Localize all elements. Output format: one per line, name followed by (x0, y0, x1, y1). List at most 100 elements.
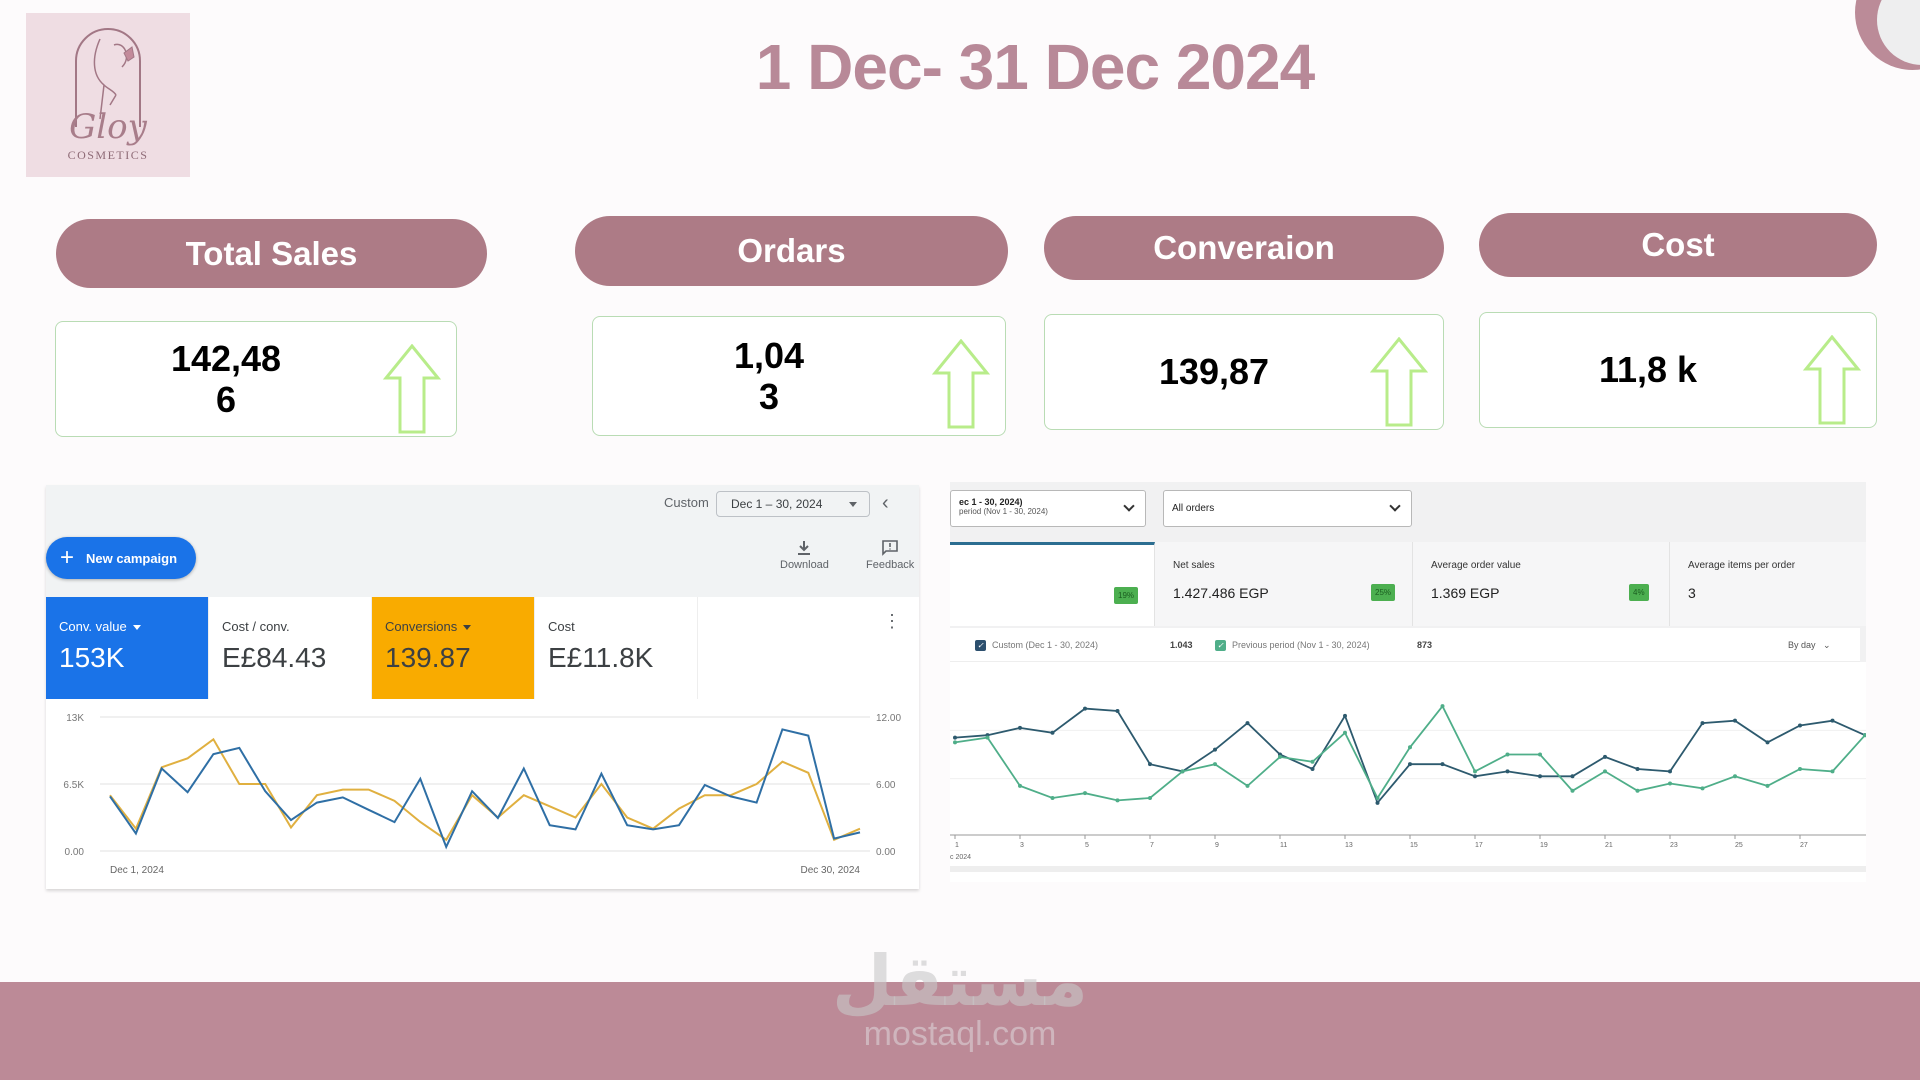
svg-text:19: 19 (1540, 842, 1548, 849)
change-badge: 19% (1114, 587, 1139, 604)
svg-text:6.5K: 6.5K (63, 780, 84, 791)
tile-value: 139.87 (385, 642, 471, 673)
metric-orders[interactable]: 19% (950, 542, 1155, 626)
tile-label: Cost / conv. (222, 619, 290, 634)
metric-value: 1.427.486 EGP (1173, 585, 1269, 601)
up-arrow-icon (931, 339, 991, 429)
svg-text:9: 9 (1215, 842, 1219, 849)
svg-text:3: 3 (1020, 842, 1024, 849)
tile-cost-per-conv[interactable]: Cost / conv. E£84.43 (209, 597, 372, 699)
up-arrow-icon (1369, 337, 1429, 427)
kpi-card-orders: 1,043 (592, 316, 1006, 436)
woman-face-icon (75, 28, 141, 127)
change-badge: 25% (1371, 584, 1396, 601)
kpi-label-orders: Ordars (575, 216, 1008, 286)
page-title: 1 Dec- 31 Dec 2024 (755, 31, 1315, 103)
kpi-card-conversion: 139,87 (1044, 314, 1444, 430)
tile-label: Conv. value (59, 619, 127, 634)
download-label: Download (780, 559, 829, 571)
svg-text:0.00: 0.00 (876, 847, 896, 858)
orders-chart: 1 3 5 7 9 11 13 15 17 19 21 23 25 27 c 2024 (950, 662, 1867, 882)
metric-net-sales[interactable]: Net sales 1.427.486 EGP 25% (1155, 542, 1413, 626)
change-badge: 4% (1629, 584, 1649, 601)
svg-text:1: 1 (955, 842, 959, 849)
granularity-value: By day (1788, 640, 1816, 650)
footer-band (0, 982, 1920, 1080)
tile-conv-value[interactable]: Conv. value 153K (46, 597, 209, 699)
svg-text:Dec 30, 2024: Dec 30, 2024 (801, 865, 861, 876)
svg-text:0.00: 0.00 (65, 847, 85, 858)
chevron-left-icon[interactable]: ‹ (882, 492, 889, 514)
date-range-select[interactable]: Dec 1 – 30, 2024 (716, 491, 870, 517)
kpi-value: 1,043 (733, 334, 805, 417)
more-options-icon[interactable]: ⋮ (883, 611, 901, 631)
kpi-value: 139,87 (1158, 351, 1270, 393)
metrics-row: 19% Net sales 1.427.486 EGP 25% Average … (950, 542, 1866, 626)
kpi-label-conversion: Converaion (1044, 216, 1444, 280)
svg-text:7: 7 (1150, 842, 1154, 849)
checkbox-checked-icon: ✓ (1215, 640, 1226, 652)
kpi-card-cost: 11,8 k (1479, 312, 1877, 428)
svg-text:11: 11 (1280, 842, 1287, 849)
compare-label: period (Nov 1 - 30, 2024) (959, 507, 1048, 516)
svg-text:13: 13 (1345, 842, 1353, 849)
download-button[interactable]: Download (780, 540, 829, 571)
tile-value: E£84.43 (222, 642, 327, 673)
kpi-value: 142,486 (170, 337, 282, 420)
svg-text:27: 27 (1800, 842, 1808, 849)
feedback-icon (882, 540, 898, 556)
download-icon (798, 541, 811, 555)
tile-value: E£11.8K (548, 642, 654, 673)
tile-conversions[interactable]: Conversions 139.87 (372, 597, 535, 699)
watermark-arabic: مستقل (831, 940, 1088, 1022)
dropdown-icon (132, 625, 141, 631)
legend-previous[interactable]: ✓ Previous period (Nov 1 - 30, 2024) (1215, 640, 1370, 652)
svg-text:25: 25 (1735, 842, 1743, 849)
tile-value: 153K (59, 642, 125, 673)
kpi-label-total-sales: Total Sales (56, 219, 487, 288)
svg-text:12.00: 12.00 (876, 713, 901, 724)
up-arrow-icon (382, 344, 442, 434)
orders-filter-value: All orders (1172, 503, 1215, 514)
svg-text:21: 21 (1605, 842, 1613, 849)
svg-text:5: 5 (1085, 842, 1089, 849)
granularity-select[interactable]: By day ⌄ (1788, 640, 1831, 650)
metric-average-items[interactable]: Average items per order 3 (1670, 542, 1866, 626)
watermark-latin: mostaql.com (863, 1015, 1057, 1053)
dropdown-icon (463, 625, 472, 631)
google-ads-chart: 0.00 0.00 6.5K 6.00 13K 12.00 Dec 1, 2024 Dec 3… (46, 701, 919, 889)
feedback-button[interactable]: Feedback (866, 540, 914, 571)
chart-legend: ✓ Custom (Dec 1 - 30, 2024) 1.043 ✓ Previo… (950, 628, 1860, 662)
chevron-down-icon (1389, 500, 1401, 512)
metric-label: Net sales (1173, 560, 1215, 571)
legend-current-value: 1.043 (1170, 640, 1193, 650)
brand-logo: Gloy COSMETICS (26, 13, 190, 177)
svg-text:15: 15 (1410, 842, 1418, 849)
svg-text:Dec 1, 2024: Dec 1, 2024 (110, 865, 164, 876)
feedback-label: Feedback (866, 559, 915, 571)
comparison-period-select[interactable]: ec 1 - 30, 2024) period (Nov 1 - 30, 202… (950, 490, 1146, 527)
plus-icon: + (60, 544, 75, 571)
new-campaign-button[interactable]: + New campaign (46, 537, 196, 579)
date-preset-label: Custom (664, 495, 709, 510)
metric-value: 1.369 EGP (1431, 585, 1500, 601)
metric-label: Average order value (1431, 560, 1521, 571)
google-ads-panel: Custom Dec 1 – 30, 2024 ‹ + New campaign… (46, 485, 919, 889)
legend-current-label: Custom (Dec 1 - 30, 2024) (992, 640, 1099, 650)
legend-previous-value: 873 (1417, 640, 1433, 650)
tile-label: Cost (548, 619, 575, 634)
svg-text:6.00: 6.00 (876, 780, 896, 791)
tile-label: Conversions (385, 619, 458, 634)
date-range-value: Dec 1 – 30, 2024 (731, 497, 823, 511)
svg-text:23: 23 (1670, 842, 1678, 849)
legend-current[interactable]: ✓ Custom (Dec 1 - 30, 2024) (975, 640, 1099, 652)
metric-average-order-value[interactable]: Average order value 1.369 EGP 4% (1413, 542, 1670, 626)
orders-filter-select[interactable]: All orders (1163, 490, 1412, 527)
caret-down-icon (849, 502, 857, 507)
legend-previous-label: Previous period (Nov 1 - 30, 2024) (1232, 640, 1370, 650)
kpi-label-cost: Cost (1479, 213, 1877, 277)
new-campaign-label: New campaign (86, 550, 178, 566)
tile-cost[interactable]: Cost E£11.8K (535, 597, 698, 699)
store-analytics-panel: ec 1 - 30, 2024) period (Nov 1 - 30, 202… (950, 482, 1867, 882)
brand-subtitle: COSMETICS (67, 148, 149, 162)
